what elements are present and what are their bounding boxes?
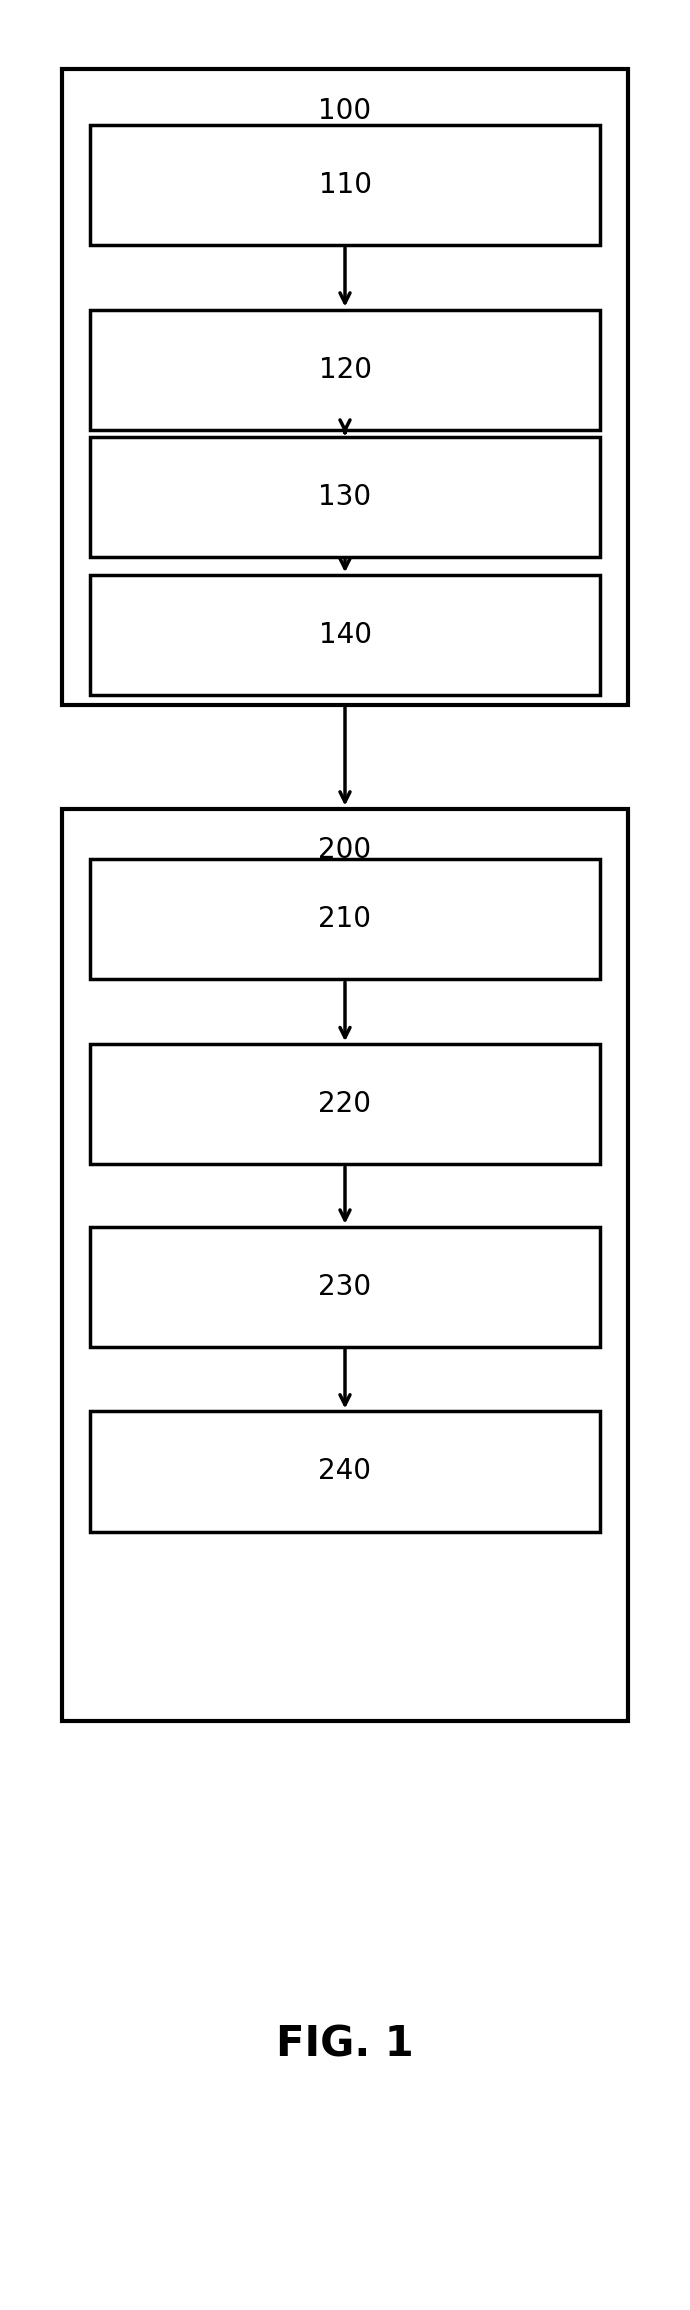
Text: FIG. 1: FIG. 1 — [276, 2024, 414, 2065]
Text: 220: 220 — [319, 1090, 371, 1118]
Bar — [90, 1411, 600, 1532]
Bar — [90, 125, 600, 245]
Text: 240: 240 — [319, 1458, 371, 1485]
Text: 110: 110 — [319, 171, 371, 199]
Text: 200: 200 — [319, 836, 371, 864]
Text: 100: 100 — [319, 97, 371, 125]
Bar — [62, 69, 628, 705]
Bar — [90, 1044, 600, 1164]
Bar — [90, 1227, 600, 1347]
Text: 230: 230 — [319, 1273, 371, 1301]
Bar — [90, 575, 600, 695]
Text: 120: 120 — [319, 356, 371, 383]
Text: 140: 140 — [319, 621, 371, 649]
Text: 210: 210 — [319, 906, 371, 933]
Bar — [90, 310, 600, 430]
Bar — [90, 859, 600, 979]
Bar — [62, 808, 628, 1721]
Bar — [90, 437, 600, 557]
Text: 130: 130 — [319, 483, 371, 511]
